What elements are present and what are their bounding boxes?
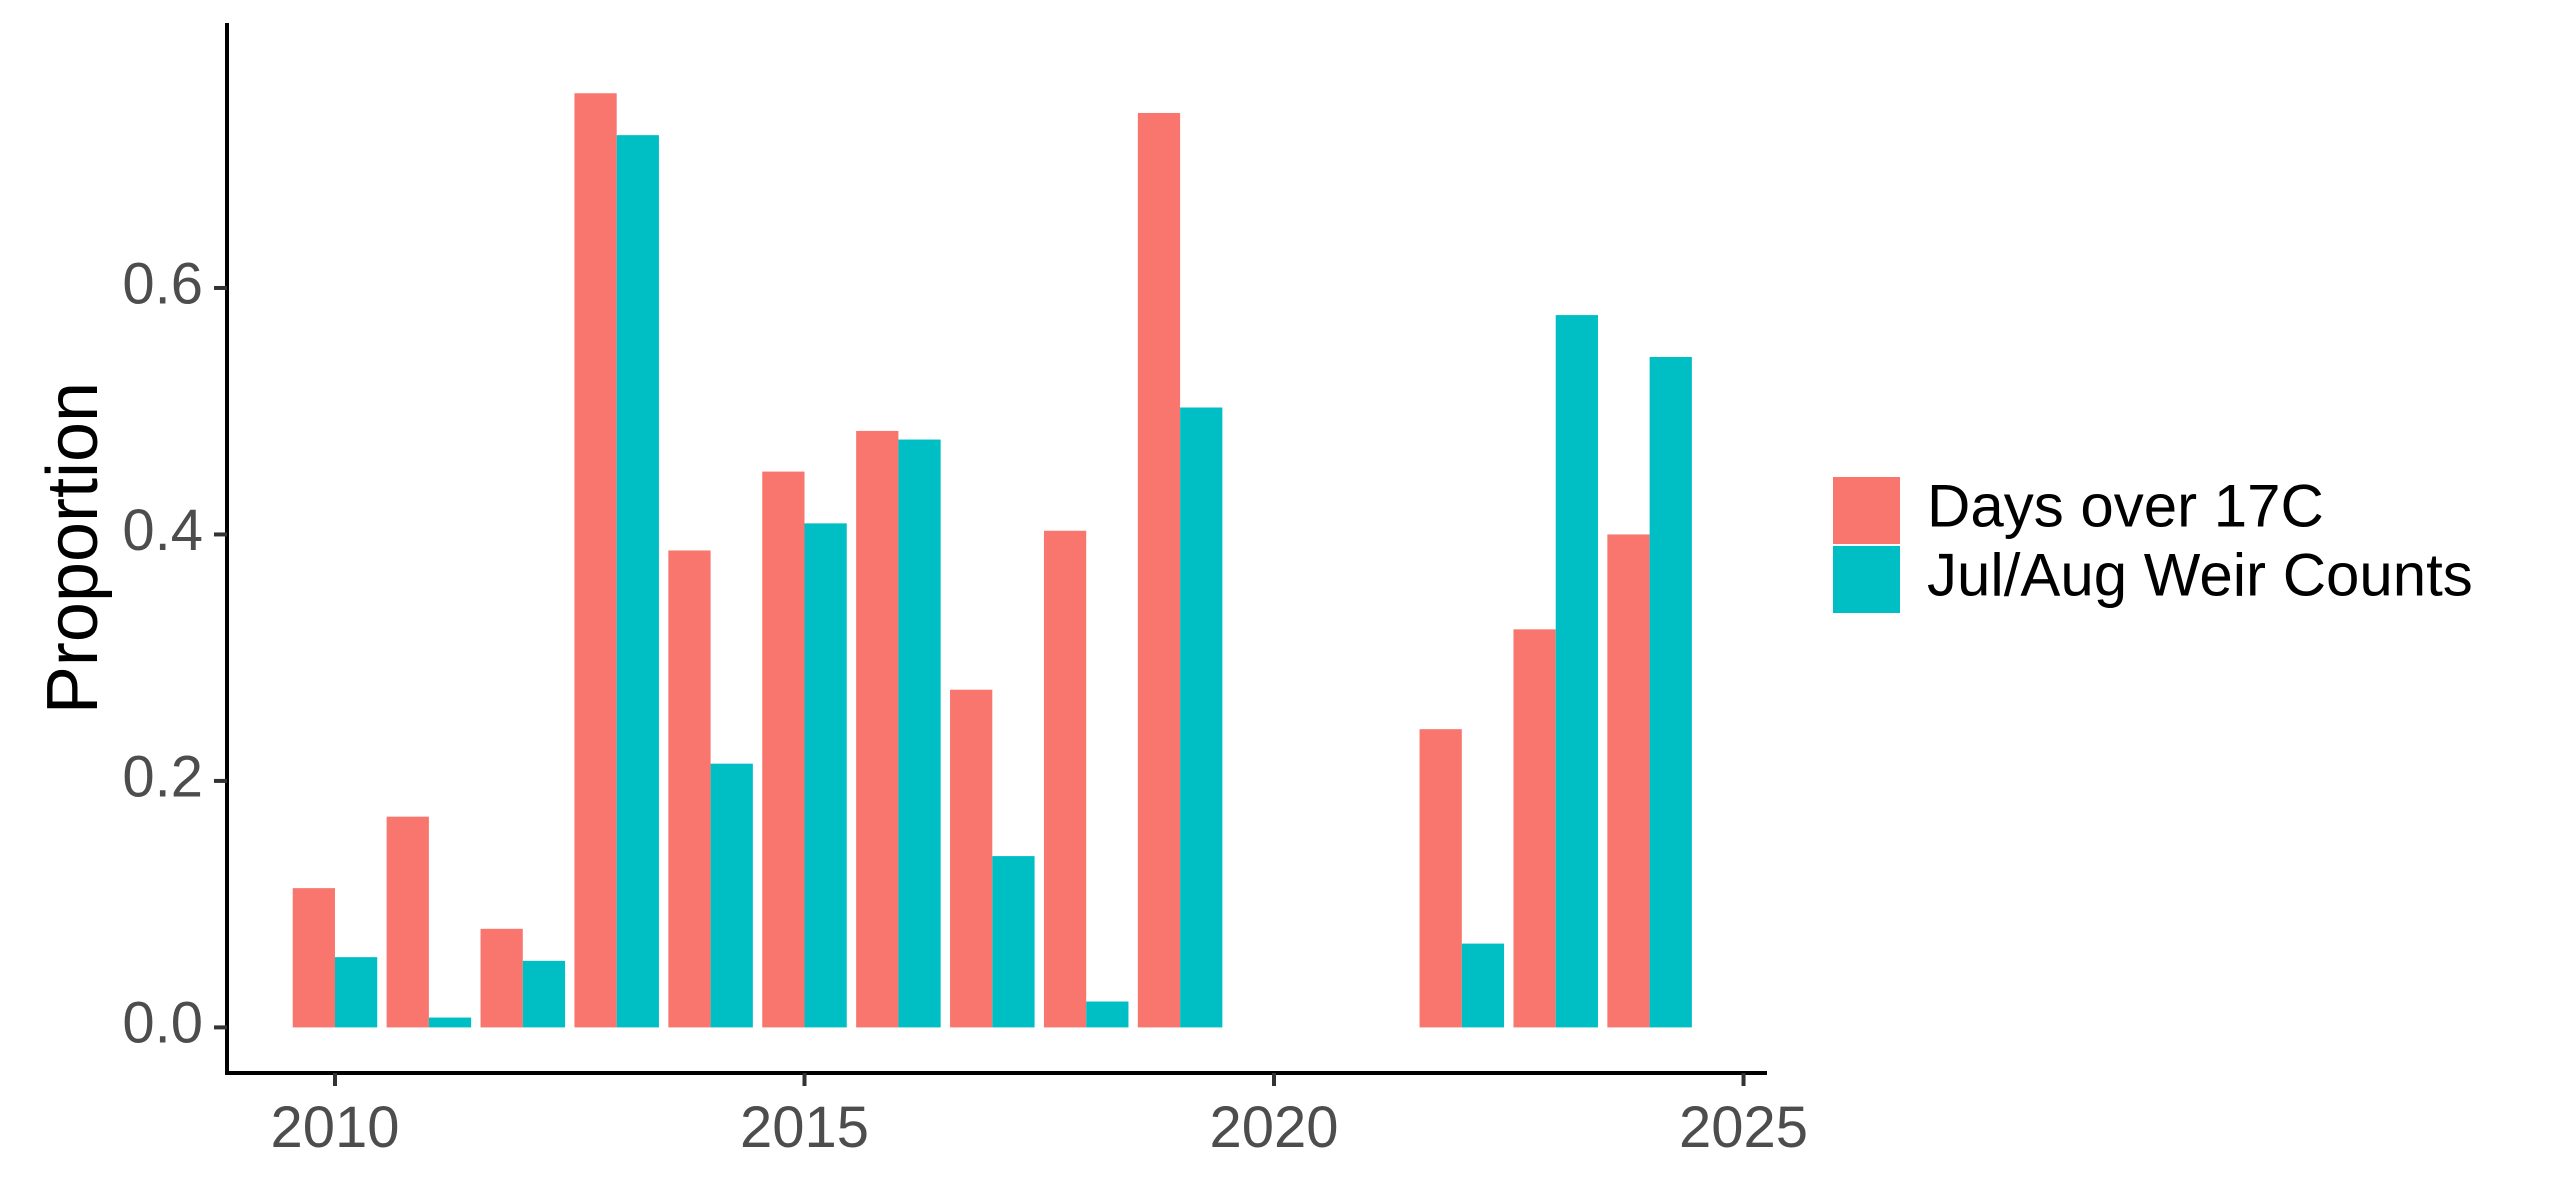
bar-weir-counts-2017 — [992, 856, 1035, 1028]
y-tick-label: 0.6 — [122, 251, 203, 316]
bar-weir-counts-2012 — [522, 960, 566, 1028]
bar-days-over-17c-2019 — [1137, 112, 1181, 1028]
bar-weir-counts-2014 — [710, 763, 753, 1028]
bar-days-over-17c-2011 — [386, 816, 429, 1028]
bar-weir-counts-2010 — [334, 957, 378, 1028]
bar-days-over-17c-2015 — [762, 471, 805, 1028]
y-tick-label: 0.0 — [122, 991, 203, 1056]
ticks-layer: 2010 2015 2020 2025 0.0 0.2 0.4 0.6 — [122, 251, 1808, 1160]
y-tick-label: 0.4 — [122, 498, 203, 563]
bar-weir-counts-2022 — [1461, 943, 1505, 1028]
x-tick-label: 2025 — [1679, 1095, 1808, 1160]
bar-days-over-17c-2014 — [668, 550, 711, 1028]
y-tick-label: 0.2 — [122, 744, 203, 809]
bar-days-over-17c-2018 — [1043, 530, 1087, 1028]
legend-key-days-over-17c — [1833, 477, 1900, 544]
bar-weir-counts-2019 — [1180, 407, 1223, 1028]
x-tick-label: 2015 — [740, 1095, 869, 1160]
x-tick-label: 2010 — [270, 1095, 399, 1160]
bar-days-over-17c-2012 — [480, 928, 523, 1028]
bar-days-over-17c-2016 — [856, 430, 899, 1028]
axes-layer — [225, 23, 1767, 1075]
bar-weir-counts-2013 — [616, 135, 659, 1028]
bar-weir-counts-2024 — [1649, 356, 1692, 1028]
bar-days-over-17c-2024 — [1607, 534, 1650, 1028]
bar-days-over-17c-2010 — [292, 888, 335, 1028]
bar-weir-counts-2016 — [898, 439, 941, 1028]
bars-layer — [292, 93, 1692, 1028]
bar-days-over-17c-2013 — [574, 93, 617, 1028]
legend-label: Jul/Aug Weir Counts — [1927, 541, 2473, 608]
x-tick-label: 2020 — [1209, 1095, 1338, 1160]
bar-weir-counts-2023 — [1555, 315, 1598, 1028]
bar-weir-counts-2011 — [428, 1017, 472, 1028]
legend-key-weir-counts — [1833, 546, 1900, 613]
bar-days-over-17c-2017 — [950, 689, 993, 1028]
bar-days-over-17c-2022 — [1419, 729, 1462, 1028]
bar-weir-counts-2018 — [1086, 1001, 1129, 1028]
legend-label: Days over 17C — [1927, 472, 2324, 539]
bar-weir-counts-2015 — [804, 523, 847, 1028]
bar-days-over-17c-2023 — [1513, 629, 1556, 1028]
y-axis-title: Proportion — [33, 382, 113, 714]
